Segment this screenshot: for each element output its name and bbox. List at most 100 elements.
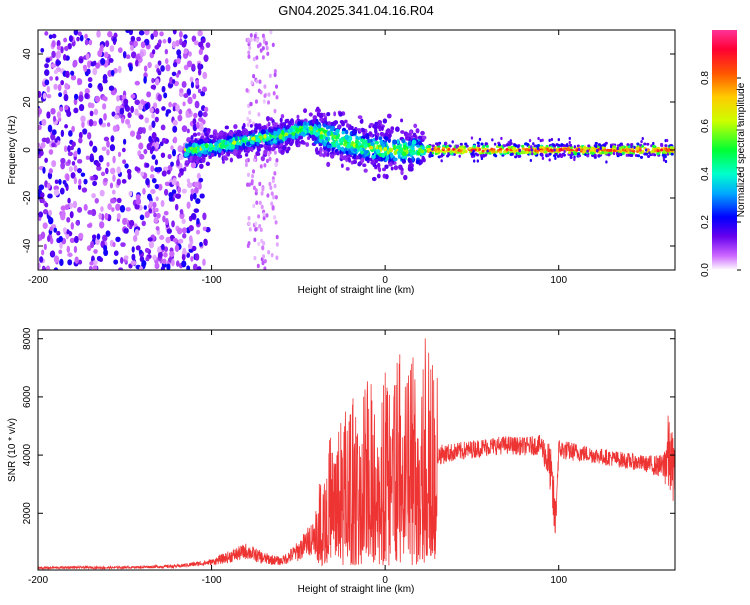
- heatmap-cell: [145, 178, 150, 186]
- heatmap-cell: [344, 134, 350, 140]
- y-tick-label: 40: [22, 48, 33, 60]
- heatmap-cell: [71, 141, 76, 147]
- heatmap-cell: [247, 221, 251, 226]
- heatmap-cell: [139, 265, 143, 270]
- heatmap-cell: [403, 144, 407, 151]
- heatmap-cell: [48, 34, 53, 40]
- heatmap-cell: [253, 255, 257, 261]
- heatmap-cell: [470, 155, 475, 159]
- heatmap-cell: [134, 108, 139, 116]
- heatmap-cell: [375, 154, 379, 160]
- heatmap-cell: [476, 159, 480, 163]
- heatmap-cell: [103, 136, 110, 142]
- heatmap-cell: [375, 148, 381, 154]
- heatmap-cell: [69, 211, 74, 219]
- heatmap-cell: [286, 118, 290, 124]
- heatmap-cell: [364, 150, 369, 154]
- heatmap-cell: [190, 162, 197, 169]
- heatmap-cell: [205, 161, 211, 166]
- heatmap-cell: [322, 129, 328, 134]
- heatmap-cell: [439, 154, 444, 158]
- heatmap-cell: [110, 89, 117, 96]
- heatmap-cell: [91, 234, 97, 240]
- heatmap-cell: [87, 77, 93, 83]
- heatmap-cell: [44, 202, 49, 208]
- heatmap-cell: [67, 145, 71, 153]
- heatmap-cell: [255, 137, 261, 143]
- heatmap-cell: [119, 256, 124, 264]
- heatmap-cell: [266, 193, 270, 198]
- heatmap-cell: [143, 65, 148, 72]
- snr-y-label: SNR (10 * v/v): [7, 418, 18, 482]
- heatmap-cell: [532, 142, 535, 146]
- heatmap-cell: [38, 124, 42, 131]
- heatmap-cell: [127, 172, 132, 180]
- heatmap-cell: [60, 129, 65, 138]
- heatmap-cell: [103, 177, 108, 183]
- heatmap-cell: [263, 266, 267, 270]
- heatmap-cell: [94, 95, 101, 103]
- heatmap-cell: [480, 142, 484, 146]
- heatmap-cell: [203, 54, 209, 62]
- heatmap-cell: [122, 217, 127, 226]
- heatmap-cell: [340, 146, 345, 152]
- heatmap-cell: [203, 138, 209, 143]
- heatmap-cell: [388, 147, 392, 153]
- heatmap-cell: [69, 237, 75, 244]
- heatmap-cell: [89, 155, 95, 163]
- heatmap-cell: [247, 54, 251, 59]
- heatmap-cell: [255, 64, 259, 69]
- heatmap-cell: [91, 193, 96, 199]
- heatmap-cell: [205, 226, 211, 233]
- heatmap-cell: [411, 139, 417, 145]
- heatmap-cell: [265, 158, 269, 164]
- heatmap-cell: [260, 155, 266, 162]
- heatmap-cell: [202, 150, 208, 155]
- heatmap-cell: [171, 220, 175, 228]
- heatmap-cell: [125, 54, 131, 60]
- heatmap-cell: [194, 100, 200, 109]
- x-tick-label: -100: [202, 275, 222, 286]
- heatmap-cell: [113, 250, 119, 256]
- heatmap-cell: [163, 251, 168, 258]
- heatmap-cell: [186, 182, 193, 188]
- snr-frame: [37, 329, 676, 571]
- heatmap-cell: [42, 92, 47, 100]
- heatmap-cell: [190, 135, 194, 140]
- heatmap-cell: [261, 46, 265, 51]
- heatmap-cell: [103, 51, 109, 59]
- heatmap-cell: [207, 151, 212, 156]
- heatmap-cell: [135, 134, 142, 140]
- heatmap-cell: [172, 30, 177, 35]
- heatmap-cell: [100, 122, 107, 128]
- heatmap-cell: [95, 238, 100, 246]
- heatmap-cell: [433, 148, 437, 152]
- heatmap-cell: [175, 104, 180, 112]
- heatmap-cell: [74, 150, 78, 157]
- heatmap-cell: [191, 63, 196, 71]
- heatmap-cell: [171, 258, 175, 267]
- heatmap-cell: [157, 70, 162, 76]
- heatmap-cell: [596, 148, 599, 153]
- heatmap-cell: [60, 46, 64, 54]
- heatmap-cell: [124, 163, 129, 169]
- heatmap-cell: [236, 129, 242, 135]
- heatmap-cell: [53, 255, 60, 263]
- heatmap-cell: [256, 43, 260, 49]
- heatmap-cell: [105, 230, 111, 237]
- heatmap-cell: [45, 265, 51, 270]
- heatmap-cell: [244, 152, 249, 157]
- heatmap-cell: [140, 41, 146, 49]
- heatmap-cell: [157, 93, 162, 102]
- heatmap-cell: [175, 260, 180, 267]
- heatmap-cell: [149, 107, 154, 114]
- heatmap-cell: [593, 155, 597, 159]
- heatmap-cell: [189, 76, 194, 83]
- heatmap-cell: [73, 30, 79, 36]
- heatmap-cell: [117, 151, 122, 158]
- heatmap-cell: [568, 140, 571, 145]
- heatmap-cell: [509, 139, 512, 143]
- heatmap-cell: [46, 182, 51, 190]
- heatmap-cell: [279, 117, 283, 123]
- heatmap-cell: [599, 146, 602, 150]
